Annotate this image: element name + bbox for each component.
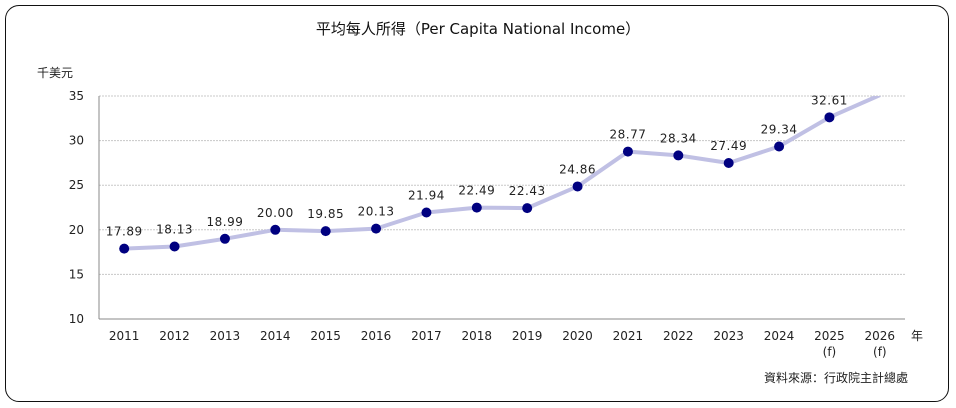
x-tick-label: 2015 <box>310 329 341 343</box>
x-tick-label: 2011 <box>109 329 140 343</box>
data-point <box>522 203 533 214</box>
data-point <box>824 112 835 123</box>
x-axis-unit: 年 <box>911 329 923 343</box>
chart-frame <box>5 5 949 402</box>
data-label: 21.94 <box>408 188 445 202</box>
data-point <box>320 226 331 237</box>
data-point <box>673 150 684 161</box>
data-point <box>774 141 785 152</box>
data-label: 29.34 <box>761 122 798 136</box>
data-point <box>219 233 230 244</box>
x-tick-label: 2016 <box>361 329 392 343</box>
data-point <box>371 223 382 234</box>
y-tick-label: 10 <box>69 312 84 326</box>
data-label: 18.13 <box>156 222 193 236</box>
data-label: 18.99 <box>207 215 244 229</box>
data-label: 32.61 <box>811 93 848 107</box>
x-tick-label: 2020 <box>562 329 593 343</box>
data-point <box>471 202 482 213</box>
data-point <box>270 224 281 235</box>
x-tick-label: 2017 <box>411 329 442 343</box>
x-tick-label: 2026 <box>865 329 896 343</box>
x-tick-note: (f) <box>873 345 887 359</box>
data-label: 27.49 <box>710 139 747 153</box>
x-tick-note: (f) <box>823 345 837 359</box>
x-tick-label: 2013 <box>210 329 241 343</box>
data-label: 22.43 <box>509 184 546 198</box>
y-tick-label: 30 <box>69 134 84 148</box>
x-tick-label: 2021 <box>613 329 644 343</box>
y-tick-label: 20 <box>69 223 84 237</box>
x-tick-label: 2024 <box>764 329 795 343</box>
data-label: 28.34 <box>660 131 697 145</box>
x-tick-label: 2023 <box>713 329 744 343</box>
data-point <box>723 157 734 168</box>
x-tick-label: 2012 <box>159 329 190 343</box>
x-tick-label: 2014 <box>260 329 291 343</box>
data-point <box>421 207 432 218</box>
source-note: 資料來源：行政院主計總處 <box>764 370 908 385</box>
x-tick-label: 2022 <box>663 329 694 343</box>
y-axis-unit: 千美元 <box>37 66 73 80</box>
y-tick-label: 35 <box>69 89 84 103</box>
data-point <box>622 146 633 157</box>
data-label: 17.89 <box>106 225 143 239</box>
data-label: 24.86 <box>559 162 596 176</box>
data-point <box>572 181 583 192</box>
data-label: 28.77 <box>610 128 647 142</box>
y-tick-label: 15 <box>69 267 84 281</box>
y-tick-label: 25 <box>69 178 84 192</box>
chart-title: 平均每人所得（Per Capita National Income） <box>316 20 640 38</box>
series-line <box>124 96 881 251</box>
data-label: 20.13 <box>358 205 395 219</box>
data-label: 20.00 <box>257 206 294 220</box>
x-tick-label: 2019 <box>512 329 543 343</box>
data-point <box>169 241 180 252</box>
x-tick-label: 2018 <box>462 329 493 343</box>
data-label: 22.49 <box>458 184 495 198</box>
data-label: 19.85 <box>307 207 344 221</box>
x-tick-label: 2025 <box>814 329 845 343</box>
data-point <box>119 243 130 254</box>
